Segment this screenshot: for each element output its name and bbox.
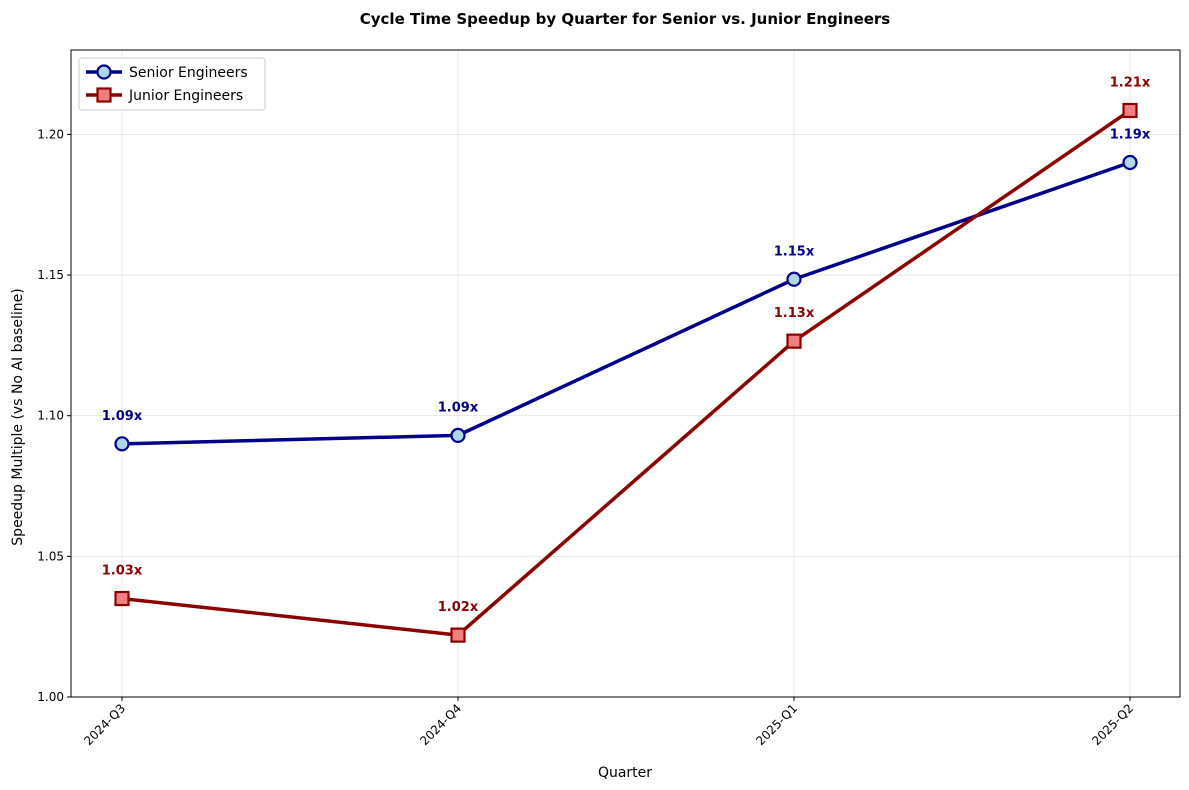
data-point-senior <box>786 271 802 287</box>
data-point-junior <box>450 627 466 643</box>
data-point-junior <box>114 590 130 607</box>
axes: 1.00 1.05 1.10 1.15 1.20 2024-Q3 2024-Q4 2025-Q… <box>37 49 1181 748</box>
data-label-junior: 1.13x <box>774 306 815 321</box>
legend-marker-square <box>96 87 112 103</box>
data-point-senior <box>450 427 466 443</box>
y-tick-label: 1.00 <box>37 690 64 704</box>
data-labels: 1.09x 1.09x 1.15x 1.19x 1.03x 1.02x 1.13x 1.21x <box>102 75 1151 615</box>
series-line-senior <box>120 160 1132 446</box>
data-label-senior: 1.15x <box>774 244 815 259</box>
x-tick-label: 2025-Q1 <box>753 701 800 748</box>
y-tick-label: 1.20 <box>37 127 64 141</box>
data-label-junior: 1.02x <box>438 600 479 615</box>
legend-label: Senior Engineers <box>129 65 248 81</box>
chart-title: Cycle Time Speedup by Quarter for Senior… <box>360 10 891 28</box>
legend-label: Junior Engineers <box>128 88 243 104</box>
series-line-junior <box>120 108 1132 637</box>
x-tick-label: 2025-Q2 <box>1089 701 1136 748</box>
data-point-junior <box>786 333 802 349</box>
legend: Senior Engineers Junior Engineers <box>78 57 266 111</box>
x-axis-label: Quarter <box>598 765 652 781</box>
legend-box <box>78 57 266 111</box>
data-point-senior <box>1122 154 1138 171</box>
y-tick-label: 1.05 <box>37 549 64 563</box>
y-tick-label: 1.15 <box>37 268 64 282</box>
data-label-senior: 1.09x <box>102 409 143 424</box>
data-label-junior: 1.03x <box>102 564 143 579</box>
series-layer <box>114 102 1138 643</box>
y-axis-label: Speedup Multiple (vs No AI baseline) <box>10 288 26 545</box>
plot-frame <box>70 49 1181 698</box>
data-label-junior: 1.21x <box>1110 75 1151 90</box>
legend-marker-circle <box>96 64 112 80</box>
data-label-senior: 1.09x <box>438 400 479 415</box>
x-tick-label: 2024-Q4 <box>417 701 464 748</box>
data-label-senior: 1.19x <box>1110 128 1151 143</box>
grid <box>71 50 1180 698</box>
data-point-senior <box>114 436 130 452</box>
y-tick-label: 1.10 <box>37 409 64 423</box>
data-point-junior <box>1122 102 1138 119</box>
x-tick-label: 2024-Q3 <box>81 701 128 748</box>
